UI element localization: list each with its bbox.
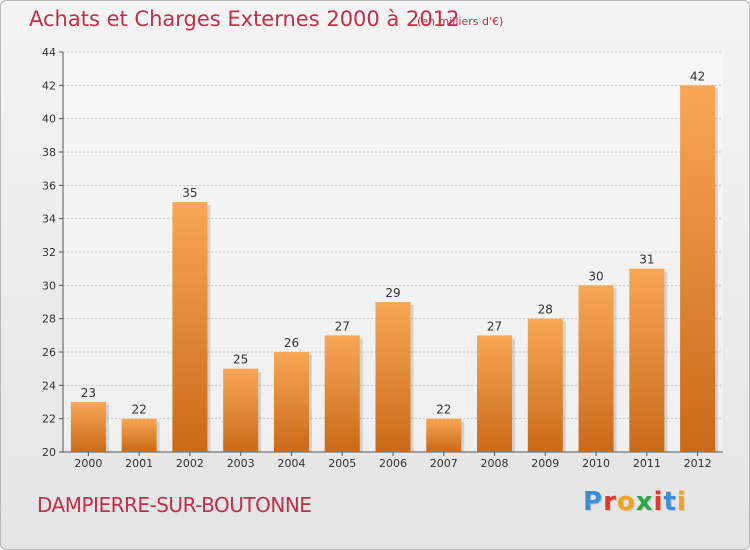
data-label: 29 <box>385 286 400 300</box>
x-tick-label: 2011 <box>633 457 661 470</box>
y-tick-label: 44 <box>42 46 56 59</box>
data-label: 28 <box>538 303 553 317</box>
y-tick-label: 20 <box>42 446 56 459</box>
bar <box>375 302 411 452</box>
chart-title: Achats et Charges Externes 2000 à 2012 <box>29 7 460 31</box>
y-tick-label: 24 <box>42 379 56 392</box>
y-tick-label: 22 <box>42 413 56 426</box>
logo-letter: r <box>603 487 617 517</box>
town-name: DAMPIERRE-SUR-BOUTONNE <box>37 493 312 517</box>
bar <box>426 418 462 452</box>
x-tick-label: 2001 <box>125 457 153 470</box>
bar <box>477 335 513 452</box>
x-tick-label: 2007 <box>430 457 458 470</box>
x-tick-label: 2006 <box>379 457 407 470</box>
logo-letter: x <box>635 487 654 517</box>
data-label: 22 <box>436 403 451 417</box>
y-tick-label: 38 <box>42 146 56 159</box>
logo-letter: P <box>583 487 604 517</box>
x-tick-label: 2010 <box>582 457 610 470</box>
proxiti-logo[interactable]: Proxiti <box>583 487 687 517</box>
data-label: 22 <box>132 403 147 417</box>
y-tick-label: 36 <box>42 179 56 192</box>
y-tick-label: 30 <box>42 279 56 292</box>
bar <box>629 268 665 452</box>
x-tick-label: 2012 <box>684 457 712 470</box>
bar <box>527 318 563 452</box>
bar <box>121 418 157 452</box>
bar <box>70 402 106 452</box>
bar <box>223 368 259 452</box>
y-tick-label: 42 <box>42 79 56 92</box>
data-label: 35 <box>182 186 197 200</box>
x-tick-label: 2004 <box>277 457 305 470</box>
data-label: 26 <box>284 336 299 350</box>
y-tick-label: 28 <box>42 313 56 326</box>
y-tick-label: 34 <box>42 213 56 226</box>
data-label: 23 <box>81 386 96 400</box>
y-tick-label: 40 <box>42 113 56 126</box>
logo-letter: t <box>663 487 677 517</box>
x-tick-label: 2002 <box>176 457 204 470</box>
x-tick-label: 2008 <box>481 457 509 470</box>
data-label: 30 <box>588 269 603 283</box>
bar <box>172 202 208 452</box>
bar <box>273 352 309 452</box>
data-label: 42 <box>690 69 705 83</box>
y-tick-label: 32 <box>42 246 56 259</box>
bar <box>324 335 360 452</box>
logo-letter: i <box>676 487 687 517</box>
data-label: 25 <box>233 353 248 367</box>
x-tick-label: 2009 <box>531 457 559 470</box>
data-label: 27 <box>487 319 502 333</box>
y-tick-label: 26 <box>42 346 56 359</box>
x-tick-label: 2003 <box>227 457 255 470</box>
chart-subtitle: (en milliers d'€) <box>417 15 504 28</box>
bar <box>680 85 716 452</box>
x-tick-label: 2000 <box>74 457 102 470</box>
bar <box>578 285 614 452</box>
data-label: 31 <box>639 253 654 267</box>
x-tick-label: 2005 <box>328 457 356 470</box>
logo-letter: i <box>653 487 664 517</box>
logo-letter: o <box>616 487 636 517</box>
data-label: 27 <box>335 319 350 333</box>
